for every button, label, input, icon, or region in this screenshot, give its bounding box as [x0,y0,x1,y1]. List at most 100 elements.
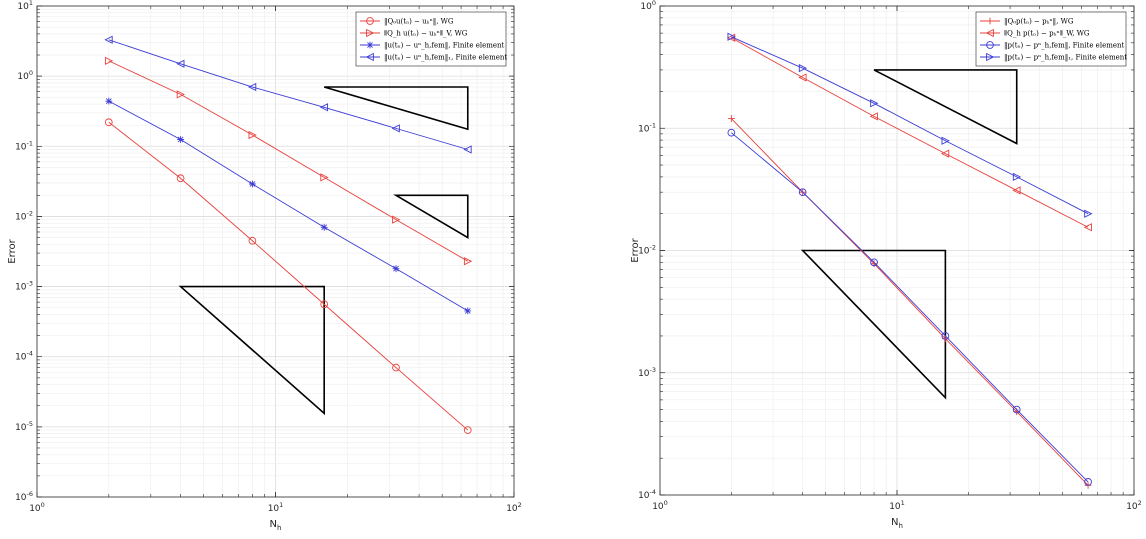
series-1 [104,118,472,434]
data-point-1 [176,59,185,68]
data-point-1 [177,136,184,143]
legend-entry: ‖p(tₙ) − pⁿ_h,fem‖, Finite element [1004,42,1124,50]
y-tick-label: 10-2 [638,244,656,257]
series-line [108,121,469,431]
data-point-0 [727,128,736,137]
y-tick-label: 10-3 [15,280,33,293]
tick-marks [36,5,515,498]
y-tick-label: 100 [17,69,33,82]
data-point-5 [464,307,472,315]
series-2 [726,33,1092,232]
data-point-4 [392,363,400,372]
data-point-legend [986,52,995,62]
data-point-4 [1012,405,1021,414]
data-point-5 [1083,223,1092,232]
data-point-4 [392,215,401,224]
y-tick-label: 100 [640,0,656,12]
slope-triangle [323,86,469,131]
legend-entry: ‖Q₀p(tₙ) − pₕⁿ‖, WG [1004,18,1074,26]
data-point-legend [365,52,374,62]
data-point-5 [463,426,472,434]
x-tick-label: 100 [652,499,668,512]
data-point-2 [869,112,878,121]
chart-panel-left: 10-6 10-5 10-4 10-3 10-2 10-1 100 101 100 101 102 N… [7,0,522,532]
x-axis-label: Nh [270,519,282,532]
legend-entry: ⦀Q_h u(tₙ) − uₕⁿ⦀_V, WG [384,30,468,38]
grid [660,6,1134,495]
series-3 [727,128,1092,486]
y-tick-label: 10-4 [15,350,33,363]
legend-entry: ‖p(tₙ) − pⁿ_h,fem‖₁, Finite element [1004,54,1127,62]
data-point-0 [104,35,113,44]
legend-entry: ‖u(tₙ) − uⁿ_h,fem‖, Finite element [384,42,505,50]
series-line [108,100,469,312]
series-4 [104,35,472,154]
y-tick-label: 10-4 [638,488,656,501]
x-axis-label: Nh [891,517,903,530]
y-axis-label: Error [630,237,641,262]
data-point-legend [366,17,374,25]
data-point-3 [941,136,950,145]
slope-triangle [800,249,947,400]
data-point-legend [986,41,994,49]
data-point-4 [392,265,400,273]
data-point-legend [985,28,994,38]
data-point-0 [104,118,113,127]
data-point-1 [798,188,807,197]
data-point-3 [320,173,329,182]
x-tick-label: 100 [29,501,45,514]
y-tick-label: 10-1 [15,139,33,152]
grid [37,6,514,497]
x-tick-label: 102 [1126,499,1142,512]
data-point-4 [1012,172,1022,182]
legend-entry: ‖Q₀u(tₙ) − uₕⁿ‖, WG [384,18,454,26]
data-point-3 [941,332,950,340]
series-4 [727,32,1093,218]
data-point-0 [104,56,114,66]
data-point-2 [248,180,256,188]
tick-marks [659,5,1135,496]
data-point-2 [247,82,257,92]
legend-box [355,11,507,67]
data-point-1 [176,90,185,99]
data-point-legend [986,17,994,25]
y-tick-label: 10-1 [638,121,656,134]
y-tick-label: 10-2 [15,209,33,222]
series-line [731,118,1089,486]
data-point-4 [1012,186,1021,195]
data-point-1 [176,174,185,183]
data-point-3 [940,149,950,158]
legend-entry: ⦀Q_h p(tₙ) − pₕⁿ⦀_W, WG [1004,30,1090,38]
legend-entry: ‖u(tₙ) − uⁿ_h,fem‖₁, Finite element [384,54,507,62]
y-tick-label: 10-5 [15,420,33,433]
legend: ‖Q₀u(tₙ) − uₕⁿ‖, WG ⦀Q_h u(tₙ) − uₕⁿ⦀_V, … [355,11,507,67]
data-point-2 [870,258,878,267]
legend-box [975,11,1127,67]
series-3 [105,97,472,315]
y-tick-label: 10-6 [15,490,33,503]
data-point-legend [366,41,374,49]
series-line [108,39,468,150]
data-point-3 [319,103,329,112]
series-2 [104,56,473,266]
y-axis-label: Error [7,238,18,263]
data-point-3 [320,300,329,309]
series-line [731,36,1089,215]
slope-triangle [873,69,1018,145]
data-point-0 [727,115,735,122]
data-point-0 [727,32,736,41]
data-point-5 [463,145,472,154]
slope-triangle [393,194,469,239]
data-point-2 [248,130,257,140]
y-tick-label: 101 [17,0,33,12]
x-tick-label: 102 [506,501,522,514]
x-tick-label: 101 [268,501,284,514]
data-point-5 [463,257,473,266]
data-point-2 [248,236,257,245]
series-line [108,60,468,262]
data-point-1 [798,64,808,73]
slope-triangle [178,285,325,416]
data-point-1 [798,73,807,82]
data-point-legend [366,28,375,38]
